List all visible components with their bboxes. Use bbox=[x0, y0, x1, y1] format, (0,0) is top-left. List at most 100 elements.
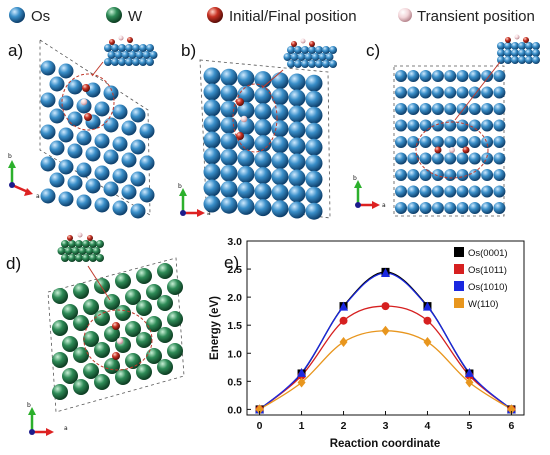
os-atom bbox=[294, 60, 302, 68]
chart-markers bbox=[255, 267, 516, 415]
os-atom bbox=[220, 180, 238, 198]
os-atom bbox=[132, 44, 140, 52]
w-atom bbox=[94, 342, 110, 358]
panel-a-inset bbox=[104, 35, 158, 66]
os-atom bbox=[395, 103, 407, 115]
os-atom bbox=[532, 56, 540, 64]
w-atom-icon bbox=[106, 7, 122, 23]
os-atom bbox=[419, 152, 432, 165]
legend-item-transient: Transient position bbox=[398, 8, 535, 25]
os-atom bbox=[271, 168, 289, 186]
panel-c-atoms bbox=[395, 70, 506, 214]
os-atom bbox=[254, 151, 272, 169]
os-atom bbox=[67, 175, 83, 191]
os-atom bbox=[107, 51, 116, 59]
legend-swatch-2 bbox=[454, 281, 464, 291]
panel-e-label: e) bbox=[224, 253, 239, 272]
w-atom bbox=[104, 294, 120, 310]
os-atom bbox=[135, 51, 144, 59]
os-atom bbox=[271, 136, 289, 154]
legend-swatch-1 bbox=[454, 264, 464, 274]
transient-atom bbox=[300, 38, 306, 44]
os-atom bbox=[121, 120, 137, 136]
x-tick-label: 5 bbox=[467, 420, 473, 432]
panel-b-axis-b: b bbox=[178, 183, 182, 190]
chart-y-axis-title: Energy (eV) bbox=[209, 296, 221, 360]
os-atom bbox=[407, 103, 420, 115]
w-atom bbox=[62, 336, 78, 352]
os-atom bbox=[444, 152, 457, 165]
transient-atom bbox=[80, 98, 88, 106]
os-atom bbox=[497, 56, 505, 64]
os-atom bbox=[481, 202, 494, 214]
panel-c: c) b a bbox=[353, 34, 540, 217]
os-atom bbox=[511, 56, 519, 64]
os-atom bbox=[49, 108, 65, 124]
y-tick-label: 2.0 bbox=[227, 292, 242, 304]
legend-label-transient: Transient position bbox=[417, 8, 535, 25]
transient-atom bbox=[118, 35, 124, 41]
os-atom bbox=[444, 119, 457, 132]
os-atom bbox=[504, 42, 512, 50]
legend-label-3: W(110) bbox=[468, 299, 498, 310]
panel-d-atoms bbox=[52, 263, 183, 400]
os-atom bbox=[493, 86, 506, 99]
w-atom bbox=[68, 240, 76, 248]
os-atom bbox=[444, 70, 457, 82]
os-atom bbox=[103, 149, 119, 165]
os-atom bbox=[407, 136, 420, 148]
os-atom bbox=[444, 185, 457, 198]
x-tick-label: 2 bbox=[341, 420, 347, 432]
os-atom bbox=[525, 49, 533, 57]
os-atom bbox=[456, 152, 469, 165]
os-atom bbox=[493, 136, 506, 148]
initial-final-atom bbox=[127, 37, 133, 43]
os-atom bbox=[203, 179, 221, 197]
os-atom bbox=[493, 185, 506, 198]
os-atom bbox=[290, 53, 299, 61]
os-atom bbox=[315, 46, 323, 54]
os-atom bbox=[111, 58, 119, 66]
os-atom bbox=[237, 69, 255, 87]
initial-final-atom bbox=[309, 41, 315, 47]
initial-final-atom bbox=[291, 41, 297, 47]
os-atom bbox=[431, 152, 444, 165]
os-atom bbox=[525, 42, 533, 50]
legend-label-os: Os bbox=[31, 8, 50, 25]
w-atom bbox=[75, 254, 83, 262]
w-atom bbox=[89, 254, 97, 262]
w-atom bbox=[146, 348, 162, 364]
os-atom bbox=[518, 42, 526, 50]
os-atom bbox=[294, 46, 302, 54]
os-atom bbox=[139, 155, 155, 171]
os-atom bbox=[407, 185, 420, 198]
y-tick-label: 2.5 bbox=[227, 264, 242, 276]
os-atom bbox=[407, 169, 420, 181]
transient-atom bbox=[449, 147, 455, 153]
os-atom bbox=[67, 111, 83, 127]
w-atom bbox=[125, 321, 141, 337]
legend-label-1: Os(1011) bbox=[468, 265, 507, 276]
os-atom bbox=[121, 184, 137, 200]
initial-final-atom-icon bbox=[207, 7, 223, 23]
os-atom bbox=[288, 201, 306, 219]
os-atom bbox=[139, 187, 155, 203]
os-atom bbox=[322, 60, 330, 68]
initial-final-atom bbox=[523, 37, 529, 43]
chart-x-axis-title: Reaction coordinate bbox=[330, 438, 441, 450]
os-atom bbox=[203, 195, 221, 213]
legend-item-initial-final: Initial/Final position bbox=[207, 7, 357, 25]
os-atom bbox=[311, 53, 320, 61]
os-atom bbox=[146, 58, 154, 66]
os-atom bbox=[456, 86, 469, 99]
os-atom bbox=[287, 60, 295, 68]
os-atom bbox=[305, 90, 323, 108]
os-atom bbox=[444, 202, 457, 214]
os-atom bbox=[203, 115, 221, 133]
os-atom bbox=[283, 53, 292, 61]
panel-d-inset-pointer bbox=[87, 265, 111, 301]
os-atom bbox=[431, 185, 444, 198]
data-point-2 bbox=[381, 267, 390, 277]
y-tick-label: 3.0 bbox=[227, 236, 242, 248]
panel-b-axes: b a bbox=[178, 183, 211, 217]
